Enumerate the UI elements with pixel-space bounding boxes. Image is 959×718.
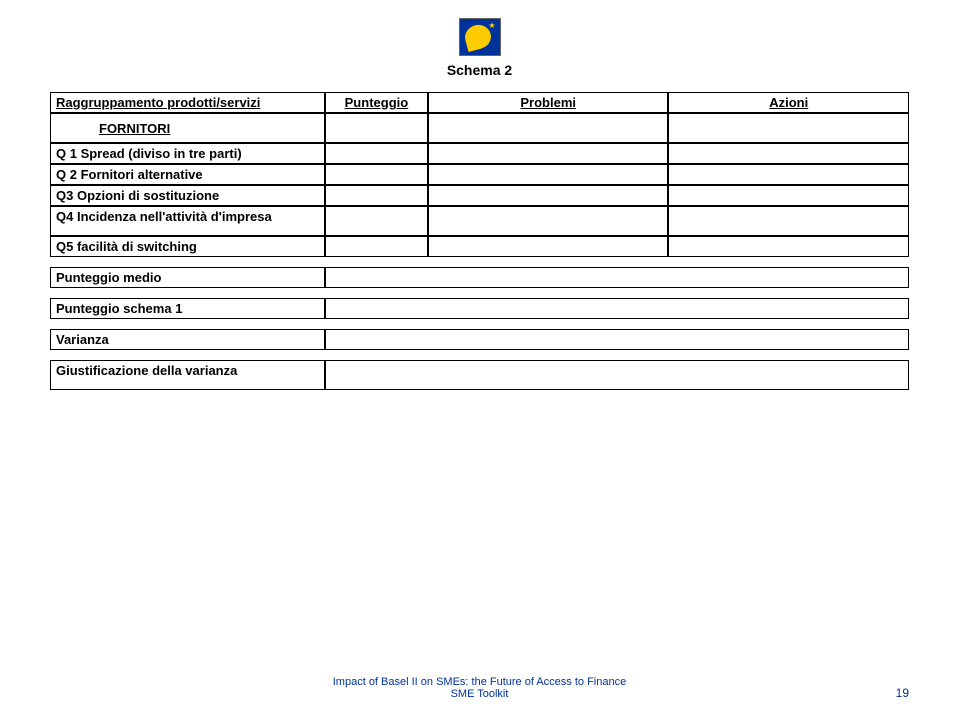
main-table: Raggruppamento prodotti/servizi Punteggi… — [50, 92, 909, 257]
row-label: Q5 facilità di switching — [50, 236, 325, 257]
schema-title: Schema 2 — [50, 62, 909, 78]
table-row: Q 2 Fornitori alternative — [50, 164, 909, 185]
punteggio-schema1-table: Punteggio schema 1 — [50, 298, 909, 319]
header-col-d: Azioni — [668, 92, 909, 113]
varianza-table: Varianza — [50, 329, 909, 350]
footer: Impact of Basel II on SMEs: the Future o… — [0, 676, 959, 700]
empty-cell — [428, 185, 669, 206]
empty-cell — [325, 143, 428, 164]
empty-cell — [325, 298, 909, 319]
header-row: Raggruppamento prodotti/servizi Punteggi… — [50, 92, 909, 113]
empty-cell — [668, 206, 909, 236]
punteggio-medio-table: Punteggio medio — [50, 267, 909, 288]
table-row: Q3 Opzioni di sostituzione — [50, 185, 909, 206]
empty-cell — [668, 164, 909, 185]
empty-cell — [428, 164, 669, 185]
table-row: Punteggio schema 1 — [50, 298, 909, 319]
punteggio-schema1-label: Punteggio schema 1 — [50, 298, 325, 319]
empty-cell — [428, 206, 669, 236]
table-row: Varianza — [50, 329, 909, 350]
empty-cell — [325, 113, 428, 143]
table-row: Punteggio medio — [50, 267, 909, 288]
empty-cell — [325, 329, 909, 350]
footer-line1: Impact of Basel II on SMEs: the Future o… — [0, 676, 959, 688]
table-row: Q4 Incidenza nell'attività d'impresa — [50, 206, 909, 236]
empty-cell — [325, 267, 909, 288]
varianza-label: Varianza — [50, 329, 325, 350]
punteggio-medio-label: Punteggio medio — [50, 267, 325, 288]
giustificazione-label: Giustificazione della varianza — [50, 360, 325, 390]
empty-cell — [428, 113, 669, 143]
table-row: Q 1 Spread (diviso in tre parti) — [50, 143, 909, 164]
empty-cell — [325, 206, 428, 236]
empty-cell — [428, 236, 669, 257]
header-col-c: Problemi — [428, 92, 669, 113]
header-col-b: Punteggio — [325, 92, 428, 113]
footer-line2: SME Toolkit — [0, 688, 959, 700]
table-row: Q5 facilità di switching — [50, 236, 909, 257]
empty-cell — [668, 185, 909, 206]
header-col-a: Raggruppamento prodotti/servizi — [50, 92, 325, 113]
section-label: FORNITORI — [50, 113, 325, 143]
logo-star-icon: ★ — [488, 21, 495, 30]
empty-cell — [668, 113, 909, 143]
empty-cell — [325, 185, 428, 206]
empty-cell — [668, 143, 909, 164]
giustificazione-table: Giustificazione della varianza — [50, 360, 909, 390]
page-number: 19 — [896, 686, 909, 700]
empty-cell — [668, 236, 909, 257]
logo-box: ★ — [459, 18, 501, 56]
empty-cell — [325, 360, 909, 390]
logo: ★ — [50, 18, 909, 56]
row-label: Q 1 Spread (diviso in tre parti) — [50, 143, 325, 164]
empty-cell — [428, 143, 669, 164]
table-row: Giustificazione della varianza — [50, 360, 909, 390]
empty-cell — [325, 236, 428, 257]
section-row: FORNITORI — [50, 113, 909, 143]
row-label: Q 2 Fornitori alternative — [50, 164, 325, 185]
row-label: Q3 Opzioni di sostituzione — [50, 185, 325, 206]
row-label: Q4 Incidenza nell'attività d'impresa — [50, 206, 325, 236]
empty-cell — [325, 164, 428, 185]
